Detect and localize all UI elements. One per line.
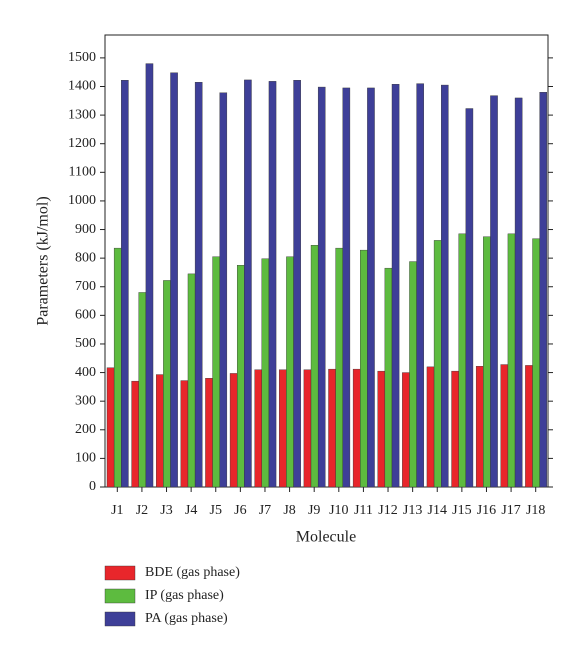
- bar: [441, 84, 449, 488]
- bar: [293, 79, 301, 488]
- y-axis-label: Parameters (kJ/mol): [35, 196, 52, 325]
- bar: [187, 273, 196, 488]
- x-axis-label: Molecule: [296, 529, 356, 546]
- bar: [317, 86, 326, 488]
- x-tick-label: J8: [283, 503, 295, 518]
- bar: [156, 374, 164, 488]
- bar: [458, 233, 467, 488]
- bar: [254, 369, 263, 488]
- bar: [465, 108, 474, 488]
- bar: [514, 97, 523, 488]
- x-tick-label: J16: [477, 503, 496, 518]
- bar: [352, 368, 361, 488]
- bar: [328, 368, 336, 488]
- legend-label: BDE (gas phase): [145, 565, 240, 580]
- x-tick-label: J4: [185, 503, 197, 518]
- bar: [342, 87, 351, 488]
- y-tick-label: 1100: [69, 165, 96, 180]
- x-tick-label: J17: [501, 503, 520, 518]
- y-tick-label: 400: [75, 365, 96, 380]
- x-tick-label: J14: [428, 503, 447, 518]
- bar: [525, 365, 533, 488]
- x-tick-label: J11: [354, 503, 373, 518]
- bar: [170, 72, 178, 488]
- bar: [433, 240, 442, 488]
- bar: [145, 63, 154, 488]
- bar: [507, 233, 516, 488]
- y-tick-label: 800: [75, 250, 96, 265]
- bar: [335, 247, 343, 488]
- y-tick-label: 1500: [68, 50, 96, 65]
- bar: [426, 366, 435, 488]
- bar: [163, 280, 171, 488]
- x-tick-label: J13: [403, 503, 422, 518]
- bar: [212, 256, 220, 488]
- legend-label: PA (gas phase): [145, 611, 228, 626]
- bar: [310, 245, 319, 488]
- bar: [532, 238, 540, 488]
- x-tick-label: J12: [378, 503, 397, 518]
- bar: [500, 364, 509, 488]
- y-tick-label: 1400: [68, 79, 96, 94]
- bar: [219, 92, 228, 488]
- bar: [194, 82, 203, 488]
- bar: [384, 267, 393, 488]
- y-tick-label: 1200: [68, 136, 96, 151]
- bar: [303, 369, 312, 488]
- x-tick-label: J3: [160, 503, 172, 518]
- bar: [229, 373, 238, 488]
- y-tick-label: 100: [75, 451, 96, 466]
- plot-frame: [104, 34, 549, 488]
- bar: [244, 79, 252, 488]
- bar: [402, 372, 410, 488]
- legend-swatch: [104, 611, 136, 627]
- bar: [138, 292, 147, 488]
- bar: [121, 79, 129, 488]
- legend-swatch: [104, 588, 136, 604]
- y-tick-label: 600: [75, 308, 96, 323]
- legend-swatch: [104, 565, 136, 581]
- x-tick-label: J5: [210, 503, 222, 518]
- bar: [236, 265, 245, 488]
- x-tick-label: J6: [234, 503, 246, 518]
- x-tick-label: J2: [136, 503, 148, 518]
- bar: [409, 261, 417, 488]
- bar: [475, 366, 484, 488]
- bar: [483, 236, 491, 488]
- y-tick-label: 700: [75, 279, 96, 294]
- bar: [451, 370, 459, 488]
- x-tick-label: J10: [329, 503, 348, 518]
- bar: [113, 247, 122, 488]
- y-tick-label: 1300: [68, 107, 96, 122]
- y-tick-label: 900: [75, 222, 96, 237]
- x-tick-label: J18: [526, 503, 545, 518]
- bar: [268, 81, 277, 488]
- bar: [416, 83, 424, 488]
- bar: [367, 87, 375, 488]
- bar: [391, 84, 400, 488]
- bar: [180, 380, 189, 488]
- y-tick-label: 500: [75, 336, 96, 351]
- bar: [131, 380, 139, 488]
- bar: [377, 370, 386, 488]
- y-tick-label: 1000: [68, 193, 96, 208]
- bar: [539, 92, 548, 488]
- x-tick-label: J7: [259, 503, 271, 518]
- bar: [286, 256, 294, 488]
- bar: [279, 369, 287, 488]
- x-tick-label: J15: [452, 503, 471, 518]
- bar: [490, 95, 498, 488]
- y-tick-label: 200: [75, 422, 96, 437]
- x-tick-label: J1: [111, 503, 123, 518]
- legend-label: IP (gas phase): [145, 588, 224, 603]
- bar: [106, 367, 115, 488]
- x-tick-label: J9: [308, 503, 320, 518]
- bar: [261, 258, 270, 488]
- bar: [360, 249, 368, 488]
- y-tick-label: 300: [75, 393, 96, 408]
- bar: [205, 378, 213, 488]
- y-tick-label: 0: [89, 479, 96, 494]
